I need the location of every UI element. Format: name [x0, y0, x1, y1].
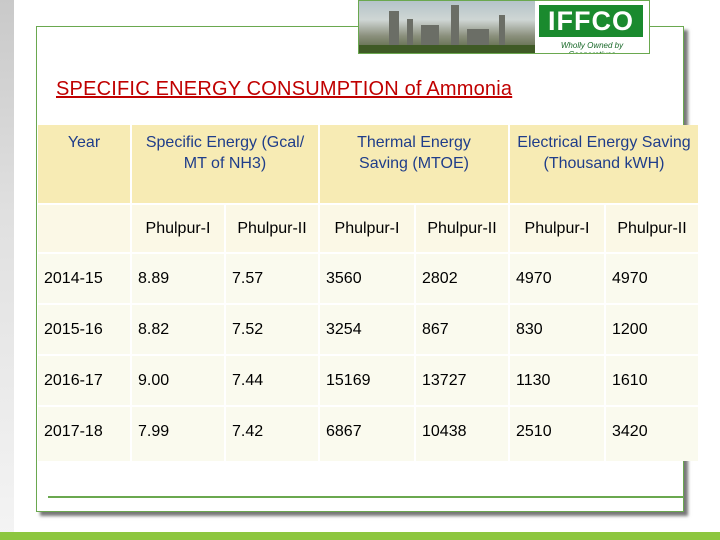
header-electrical-energy: Electrical Energy Saving (Thousand kWH)	[510, 125, 698, 203]
bottom-band	[0, 532, 720, 540]
header-specific-energy: Specific Energy (Gcal/ MT of NH3)	[132, 125, 318, 203]
header-year: Year	[38, 125, 130, 203]
grid-line	[38, 354, 698, 356]
cell-value: 7.99	[138, 422, 170, 440]
brand-name: IFFCO	[539, 5, 643, 37]
grid-line	[130, 125, 132, 461]
cell-value: 4970	[516, 269, 552, 287]
brand-tagline: Wholly Owned by Cooperatives	[560, 41, 624, 53]
cell-value: 1200	[612, 320, 648, 338]
grid-line	[508, 125, 510, 461]
cell-value: 3420	[612, 422, 648, 440]
iffco-logo: IFFCO Wholly Owned by Cooperatives	[358, 0, 650, 54]
frame-divider	[48, 496, 684, 498]
cell-value: 7.52	[232, 320, 264, 338]
grid-line	[38, 303, 698, 305]
cell-year: 2014-15	[44, 269, 103, 287]
plant-tower	[389, 11, 399, 49]
cell-value: 6867	[326, 422, 362, 440]
cell-value: 7.44	[232, 371, 264, 389]
grid-line	[224, 205, 226, 461]
cell-value: 7.42	[232, 422, 264, 440]
cell-year: 2015-16	[44, 320, 103, 338]
subheader-cell: Phulpur-II	[416, 205, 508, 252]
cell-value: 8.82	[138, 320, 170, 338]
brand-block: IFFCO Wholly Owned by Cooperatives	[537, 3, 649, 53]
left-gradient-strip	[0, 0, 14, 540]
plant-tower	[499, 15, 505, 49]
cell-value: 2510	[516, 422, 552, 440]
subheader-cell: Phulpur-I	[510, 205, 604, 252]
cell-value: 9.00	[138, 371, 170, 389]
cell-value: 15169	[326, 371, 371, 389]
cell-value: 3254	[326, 320, 362, 338]
plant-tank	[467, 29, 489, 49]
subheader-cell: Phulpur-II	[226, 205, 318, 252]
grid-line	[318, 125, 320, 461]
energy-table: Year Specific Energy (Gcal/ MT of NH3) T…	[38, 125, 698, 461]
cell-value: 1610	[612, 371, 648, 389]
cell-value: 13727	[422, 371, 467, 389]
subheader-cell: Phulpur-II	[606, 205, 698, 252]
plant-tower	[451, 5, 459, 49]
cell-year: 2017-18	[44, 422, 103, 440]
grid-line	[604, 205, 606, 461]
cell-value: 8.89	[138, 269, 170, 287]
cell-value: 1130	[516, 371, 551, 389]
cell-value: 867	[422, 320, 449, 338]
cell-value: 2802	[422, 269, 458, 287]
cell-value: 10438	[422, 422, 467, 440]
grid-line	[38, 203, 698, 205]
cell-year: 2016-17	[44, 371, 103, 389]
header-thermal-energy: Thermal Energy Saving (MTOE)	[320, 125, 508, 203]
plant-ground	[359, 45, 535, 53]
cell-value: 4970	[612, 269, 648, 287]
grid-line	[38, 405, 698, 407]
subheader-cell: Phulpur-I	[320, 205, 414, 252]
plant-tower	[407, 19, 413, 49]
plant-photo	[359, 1, 535, 53]
grid-line	[414, 205, 416, 461]
page-title: SPECIFIC ENERGY CONSUMPTION of Ammonia	[56, 78, 513, 100]
cell-value: 830	[516, 320, 543, 338]
cell-value: 3560	[326, 269, 362, 287]
cell-value: 7.57	[232, 269, 264, 287]
plant-tank	[421, 25, 439, 49]
grid-line	[38, 252, 698, 254]
subheader-cell: Phulpur-I	[132, 205, 224, 252]
subheader-empty	[38, 205, 130, 252]
